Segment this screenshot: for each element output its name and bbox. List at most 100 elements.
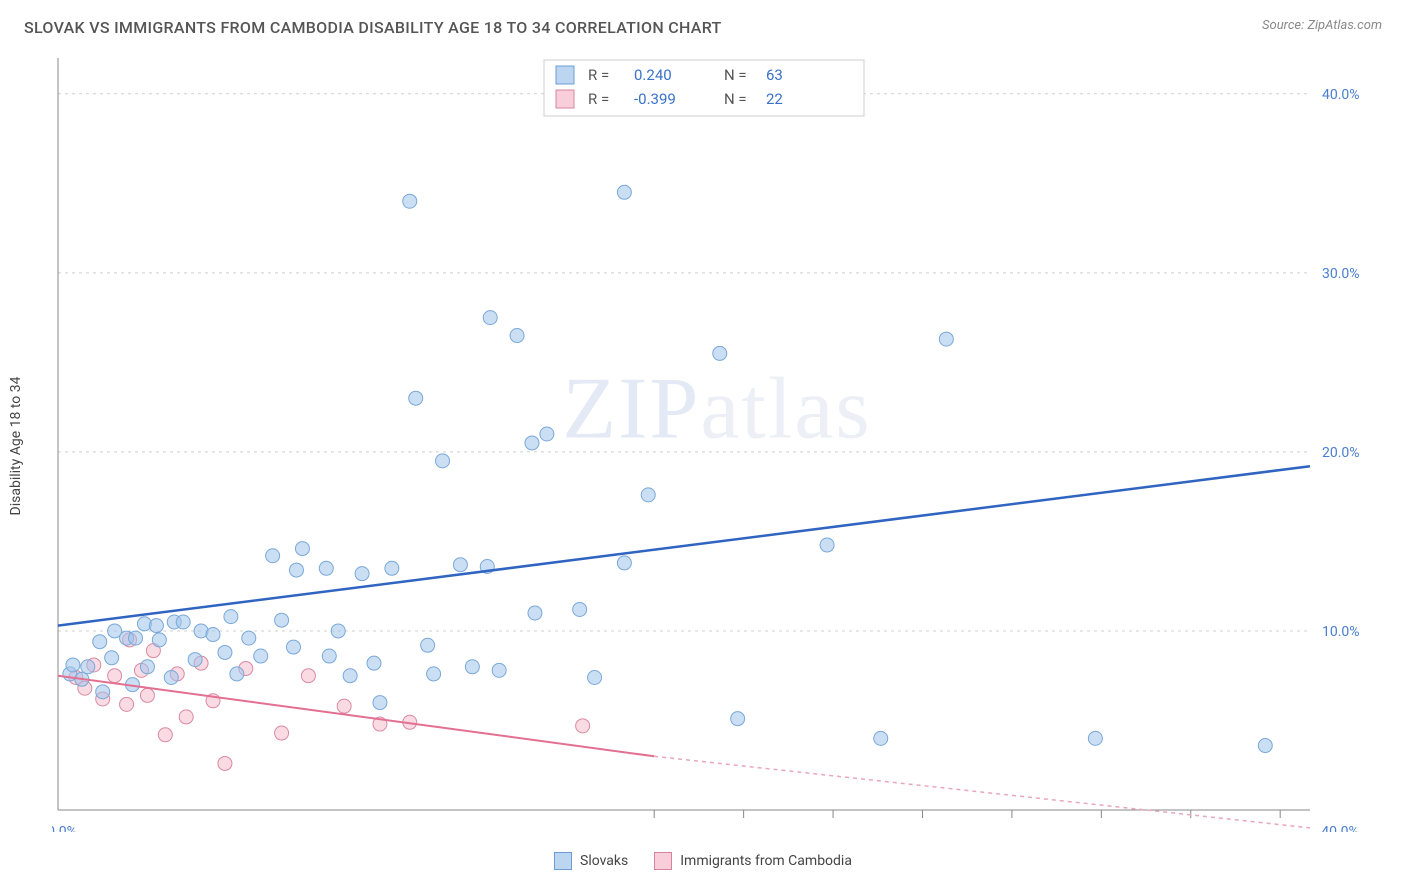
data-point-slovak [874,731,888,745]
scatter-plot: 10.0% 20.0% 30.0% 40.0% 0.0% 40.0% R = 0.240 N =… [52,48,1382,832]
data-point-slovak [373,696,387,710]
chart-title: SLOVAK VS IMMIGRANTS FROM CAMBODIA DISAB… [24,18,722,37]
data-point-cambodia [218,756,232,770]
trend-line-cambodia-extrap [654,756,1310,828]
data-point-slovak [140,660,154,674]
x-tick-label-left: 0.0% [52,824,77,832]
data-point-slovak [436,454,450,468]
data-point-slovak [224,610,238,624]
corr-n-value: 22 [766,90,783,108]
data-point-slovak [66,658,80,672]
corr-r-label: R = [588,90,609,108]
data-point-slovak [525,436,539,450]
data-point-slovak [254,649,268,663]
legend: Slovaks Immigrants from Cambodia [0,852,1406,870]
data-point-slovak [492,663,506,677]
legend-swatch-pink [654,852,672,870]
data-point-slovak [93,635,107,649]
x-tick-label-right: 40.0% [1321,824,1359,832]
data-point-slovak [403,194,417,208]
legend-item-slovaks: Slovaks [554,852,628,870]
data-point-cambodia [120,697,134,711]
data-point-slovak [176,615,190,629]
data-point-slovak [1258,739,1272,753]
data-point-slovak [483,311,497,325]
data-point-cambodia [140,688,154,702]
data-point-slovak [731,712,745,726]
data-point-slovak [465,660,479,674]
legend-item-cambodia: Immigrants from Cambodia [654,852,852,870]
source-link[interactable]: ZipAtlas.com [1307,18,1382,33]
y-tick-label: 10.0% [1322,624,1360,640]
data-point-slovak [164,671,178,685]
corr-swatch [556,66,574,84]
data-point-slovak [1088,731,1102,745]
legend-label-cambodia: Immigrants from Cambodia [680,853,852,869]
data-point-slovak [275,613,289,627]
data-point-cambodia [301,669,315,683]
legend-label-slovaks: Slovaks [580,853,628,869]
data-point-cambodia [158,728,172,742]
corr-n-value: 63 [766,66,783,84]
data-point-cambodia [108,669,122,683]
chart-area: ZIPatlas 10.0%20.0%30.0%40.0%0.0%40.0%R … [52,48,1382,832]
data-point-slovak [355,567,369,581]
data-point-slovak [427,667,441,681]
trend-line-cambodia [58,676,654,757]
data-point-slovak [421,638,435,652]
data-point-slovak [286,640,300,654]
corr-n-label: N = [724,90,747,108]
data-point-slovak [81,660,95,674]
data-point-slovak [617,556,631,570]
source-attribution: Source: ZipAtlas.com [1262,18,1382,33]
data-point-slovak [289,563,303,577]
data-point-slovak [319,561,333,575]
data-point-slovak [343,669,357,683]
data-point-cambodia [337,699,351,713]
chart-header: SLOVAK VS IMMIGRANTS FROM CAMBODIA DISAB… [0,0,1406,43]
data-point-slovak [453,558,467,572]
y-tick-label: 30.0% [1322,266,1360,282]
data-point-cambodia [275,726,289,740]
source-prefix: Source: [1262,18,1307,33]
data-point-slovak [230,667,244,681]
data-point-slovak [295,542,309,556]
data-point-slovak [322,649,336,663]
data-point-slovak [588,671,602,685]
legend-swatch-blue [554,852,572,870]
data-point-slovak [939,332,953,346]
data-point-slovak [617,185,631,199]
trend-line-slovak [58,466,1310,625]
corr-n-label: N = [724,66,747,84]
data-point-slovak [573,602,587,616]
data-point-slovak [409,391,423,405]
data-point-slovak [641,488,655,502]
corr-swatch [556,90,574,108]
data-point-cambodia [179,710,193,724]
data-point-slovak [188,653,202,667]
data-point-slovak [713,346,727,360]
y-tick-label: 40.0% [1322,87,1360,103]
y-tick-label: 20.0% [1322,445,1360,461]
data-point-slovak [528,606,542,620]
data-point-slovak [242,631,256,645]
data-point-slovak [105,651,119,665]
corr-r-value: 0.240 [634,66,672,84]
data-point-slovak [129,631,143,645]
data-point-slovak [331,624,345,638]
y-axis-label: Disability Age 18 to 34 [8,377,24,516]
data-point-slovak [385,561,399,575]
data-point-slovak [149,619,163,633]
data-point-slovak [266,549,280,563]
data-point-slovak [510,329,524,343]
data-point-slovak [152,633,166,647]
data-point-slovak [218,645,232,659]
data-point-cambodia [576,719,590,733]
data-point-slovak [367,656,381,670]
corr-r-value: -0.399 [634,90,676,108]
data-point-slovak [820,538,834,552]
data-point-slovak [206,628,220,642]
data-point-slovak [540,427,554,441]
data-point-slovak [96,685,110,699]
corr-r-label: R = [588,66,609,84]
